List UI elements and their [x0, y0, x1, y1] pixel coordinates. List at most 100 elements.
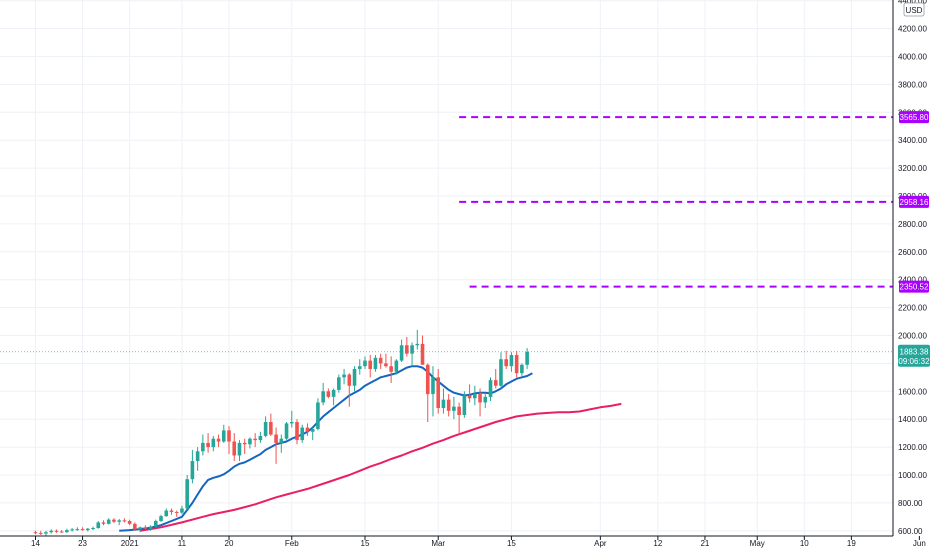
- candle-body: [514, 355, 519, 374]
- candle-body: [347, 374, 352, 386]
- level-price-label: 3565.80: [900, 113, 929, 122]
- price-tick-label: 3400.00: [898, 136, 927, 145]
- candle: [221, 424, 226, 443]
- candle-body: [488, 380, 493, 397]
- candle-body: [96, 522, 101, 529]
- time-axis[interactable]: [0, 536, 893, 550]
- candle-body: [253, 438, 257, 441]
- candle-body: [221, 430, 226, 442]
- price-tick-label: 2200.00: [898, 304, 927, 313]
- candle: [405, 336, 409, 357]
- price-axis[interactable]: [893, 0, 932, 536]
- candle-body: [206, 442, 210, 448]
- candle: [143, 525, 148, 530]
- candle: [337, 374, 341, 393]
- candle-body: [373, 357, 378, 369]
- candle-body: [436, 377, 441, 409]
- currency-badge[interactable]: USD: [903, 2, 925, 17]
- candle-body: [201, 442, 205, 452]
- candle: [399, 339, 404, 363]
- candle-body: [305, 427, 310, 432]
- price-tick-label: 2800.00: [898, 220, 927, 229]
- candle-body: [316, 402, 320, 429]
- price-tick-label: 2000.00: [898, 332, 927, 341]
- candle-body: [504, 359, 508, 367]
- price-tick-label: 4000.00: [898, 53, 927, 62]
- candle-body: [295, 421, 299, 441]
- candle: [101, 520, 106, 526]
- candle: [80, 527, 85, 531]
- candle-body: [101, 522, 106, 524]
- candle-body: [321, 391, 325, 403]
- candle: [133, 522, 137, 531]
- candle: [457, 402, 461, 435]
- candle-body: [473, 394, 477, 399]
- last-price-label: 1883.38: [900, 347, 929, 356]
- candle: [242, 438, 247, 455]
- candle: [316, 398, 320, 431]
- candle: [237, 440, 242, 462]
- candle: [342, 368, 346, 385]
- candle: [384, 353, 388, 368]
- candle: [295, 419, 299, 445]
- candle: [321, 382, 325, 406]
- candle-body: [159, 516, 163, 522]
- candle: [467, 384, 472, 403]
- candle: [269, 413, 273, 436]
- price-tick-label: 1600.00: [898, 387, 927, 396]
- candle: [389, 356, 393, 383]
- candle-body: [441, 399, 446, 409]
- candle: [493, 368, 498, 389]
- candle: [253, 433, 257, 448]
- candle-body: [195, 451, 200, 462]
- candle-body: [190, 461, 195, 480]
- candle-body: [91, 528, 95, 530]
- price-tick-label: 3800.00: [898, 80, 927, 89]
- candle: [326, 388, 331, 399]
- candle-body: [357, 366, 362, 369]
- candle: [274, 427, 278, 464]
- candle-body: [49, 530, 53, 533]
- time-tick-label: Mar: [431, 539, 445, 548]
- candle-body: [164, 510, 169, 517]
- candle-body: [80, 529, 85, 531]
- candle: [138, 526, 142, 533]
- candle-body: [457, 406, 461, 416]
- candle: [122, 518, 127, 523]
- candle-body: [279, 438, 284, 443]
- candle-body: [86, 528, 90, 531]
- candle: [248, 437, 252, 449]
- last-price-badge: [898, 344, 930, 367]
- candle-body: [44, 532, 48, 534]
- candle: [91, 526, 95, 531]
- price-tick-label: 3200.00: [898, 164, 927, 173]
- candle: [148, 525, 153, 531]
- candle-body: [405, 345, 409, 354]
- time-tick-label: 14: [31, 539, 40, 548]
- candle: [441, 388, 446, 414]
- candle: [159, 514, 163, 522]
- candle: [59, 530, 64, 533]
- candle: [525, 348, 529, 369]
- candle: [446, 394, 451, 417]
- candle-body: [389, 366, 393, 372]
- moving-average-short: [119, 365, 533, 532]
- level-price-badge: [899, 111, 929, 124]
- time-tick-label: 11: [178, 539, 187, 548]
- candle-body: [54, 530, 59, 532]
- candle: [378, 353, 383, 369]
- time-axis-ticks: 14 23 2021 11 20 Feb 15 Mar 15 Apr 12 21 May 10 19 Jun: [31, 536, 926, 548]
- grid: [0, 0, 920, 536]
- candle-body: [242, 442, 247, 445]
- candle-body: [75, 529, 80, 531]
- candle: [420, 335, 425, 365]
- candle: [33, 530, 38, 535]
- candle-body: [269, 421, 273, 435]
- candle: [206, 433, 210, 453]
- time-tick-label: 2021: [121, 539, 139, 548]
- horizontal-levels[interactable]: [459, 116, 893, 288]
- candle-body: [525, 351, 529, 365]
- candle-body: [148, 526, 153, 529]
- candle: [394, 359, 399, 375]
